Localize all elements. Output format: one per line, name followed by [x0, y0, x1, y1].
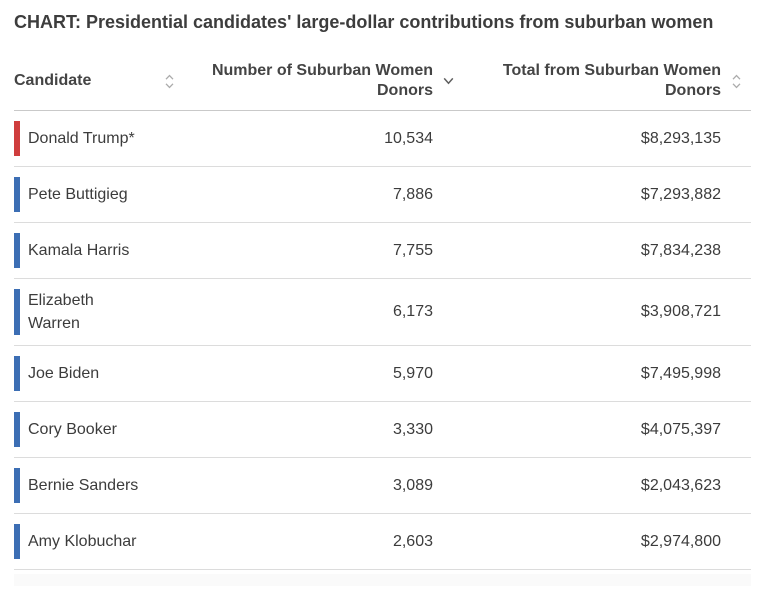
candidate-name: Donald Trump* — [28, 130, 135, 147]
candidate-name: Cory Booker — [28, 421, 117, 438]
donor-count: 3,089 — [392, 476, 433, 494]
party-color-bar — [14, 468, 20, 503]
candidate-cell: Joe Biden — [14, 356, 184, 391]
party-color-bar — [14, 524, 20, 559]
contributions-table: Candidate Number of Suburban Women Donor… — [14, 39, 751, 570]
table-row: Pete Buttigieg 7,886 $7,293,882 — [14, 167, 751, 223]
column-header-candidate[interactable]: Candidate — [14, 71, 184, 91]
table-body: Donald Trump* 10,534 $8,293,135 Pete But… — [14, 111, 751, 570]
donation-total: $3,908,721 — [640, 303, 721, 320]
column-header-total-label: Total from Suburban Women Donors — [502, 62, 721, 99]
donor-count: 5,970 — [392, 364, 433, 382]
column-header-total[interactable]: Total from Suburban Women Donors — [463, 61, 751, 101]
donation-total: $2,974,800 — [640, 532, 721, 550]
candidate-cell: Cory Booker — [14, 412, 184, 447]
donor-count: 10,534 — [384, 129, 433, 147]
candidate-name: Joe Biden — [28, 365, 100, 382]
sort-descending-icon[interactable] — [433, 77, 463, 85]
column-header-donors[interactable]: Number of Suburban Women Donors — [184, 61, 463, 101]
sort-unsorted-icon[interactable] — [154, 74, 184, 89]
donation-total: $7,834,238 — [640, 241, 721, 259]
donor-count: 3,330 — [392, 420, 433, 438]
donation-total: $4,075,397 — [640, 420, 721, 438]
candidate-cell: Bernie Sanders — [14, 468, 184, 503]
donor-count: 7,755 — [392, 241, 433, 259]
candidate-name: Kamala Harris — [28, 242, 130, 259]
table-row: Cory Booker 3,330 $4,075,397 — [14, 402, 751, 458]
party-color-bar — [14, 289, 20, 335]
table-header-row: Candidate Number of Suburban Women Donor… — [14, 39, 751, 111]
table-row: Donald Trump* 10,534 $8,293,135 — [14, 111, 751, 167]
party-color-bar — [14, 121, 20, 156]
page-title: CHART: Presidential candidates' large-do… — [14, 12, 714, 32]
partial-next-row — [14, 574, 751, 586]
column-header-candidate-label: Candidate — [14, 72, 92, 89]
table-row: Joe Biden 5,970 $7,495,998 — [14, 346, 751, 402]
table-row: Elizabeth Warren 6,173 $3,908,721 — [14, 279, 751, 346]
donation-total: $7,495,998 — [640, 364, 721, 382]
candidate-name: Pete Buttigieg — [28, 186, 128, 203]
candidate-cell: Amy Klobuchar — [14, 524, 184, 559]
chart-page: CHART: Presidential candidates' large-do… — [14, 12, 751, 586]
donation-total: $2,043,623 — [640, 476, 721, 494]
candidate-cell: Donald Trump* — [14, 121, 184, 156]
party-color-bar — [14, 356, 20, 391]
donation-total: $7,293,882 — [640, 185, 721, 203]
table-row: Bernie Sanders 3,089 $2,043,623 — [14, 458, 751, 514]
candidate-cell: Kamala Harris — [14, 233, 184, 268]
column-header-donors-label: Number of Suburban Women Donors — [211, 62, 433, 99]
candidate-name: Amy Klobuchar — [28, 533, 137, 550]
candidate-name: Bernie Sanders — [28, 477, 139, 494]
sort-unsorted-icon[interactable] — [721, 74, 751, 89]
table-row: Kamala Harris 7,755 $7,834,238 — [14, 223, 751, 279]
table-row: Amy Klobuchar 2,603 $2,974,800 — [14, 514, 751, 570]
donor-count: 6,173 — [392, 303, 433, 320]
donor-count: 7,886 — [392, 185, 433, 203]
donation-total: $8,293,135 — [640, 129, 721, 147]
party-color-bar — [14, 412, 20, 447]
party-color-bar — [14, 177, 20, 212]
candidate-cell: Pete Buttigieg — [14, 177, 184, 212]
candidate-name: Elizabeth Warren — [28, 292, 94, 332]
donor-count: 2,603 — [392, 532, 433, 550]
party-color-bar — [14, 233, 20, 268]
candidate-cell: Elizabeth Warren — [14, 289, 184, 335]
